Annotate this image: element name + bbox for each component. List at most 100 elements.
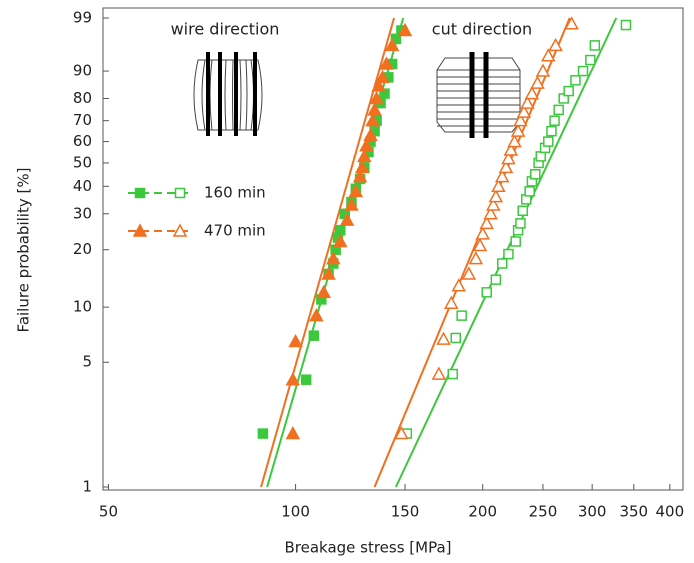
- point: [359, 138, 374, 152]
- point: [344, 197, 359, 211]
- y-tick-label: 90: [73, 62, 92, 80]
- point: [384, 37, 400, 52]
- point: [397, 22, 413, 37]
- y-tick-label: 1: [82, 478, 92, 496]
- point: [447, 368, 459, 380]
- legend-label: 160 min: [204, 184, 266, 202]
- point: [475, 226, 490, 240]
- point: [369, 90, 384, 105]
- point: [498, 159, 514, 174]
- point: [371, 78, 386, 92]
- y-tick-label: 5: [82, 353, 92, 371]
- point: [546, 125, 557, 137]
- point: [316, 284, 332, 299]
- y-axis-label: Failure probability [%]: [15, 168, 33, 333]
- point: [468, 251, 484, 265]
- y-tick-label: 30: [73, 204, 92, 222]
- point: [285, 372, 301, 386]
- point: [585, 54, 596, 66]
- point: [332, 233, 348, 248]
- x-tick-label: 200: [468, 503, 497, 521]
- point: [357, 148, 372, 163]
- y-tick-label: 70: [73, 111, 92, 129]
- point: [503, 248, 514, 260]
- point: [496, 258, 508, 269]
- point: [589, 40, 601, 51]
- point: [564, 16, 579, 30]
- y-tick-label: 60: [73, 132, 92, 150]
- point: [363, 127, 378, 142]
- point: [451, 278, 466, 292]
- point: [541, 48, 556, 62]
- point: [570, 75, 581, 86]
- point: [481, 287, 492, 298]
- point: [483, 206, 498, 220]
- point: [309, 308, 324, 322]
- point: [524, 86, 540, 100]
- point: [577, 65, 589, 77]
- x-tick-label: 250: [529, 503, 558, 521]
- point: [456, 310, 467, 321]
- point: [450, 332, 462, 344]
- fit-line: [260, 17, 395, 488]
- point: [517, 205, 529, 217]
- point: [394, 425, 409, 440]
- point: [543, 136, 554, 147]
- point: [479, 215, 494, 230]
- point: [535, 63, 551, 77]
- point: [431, 366, 447, 380]
- y-tick-label: 50: [73, 153, 92, 171]
- y-tick-label: 20: [73, 240, 92, 258]
- x-tick-label: 350: [619, 503, 648, 521]
- point: [300, 374, 312, 385]
- point: [507, 134, 522, 148]
- point: [516, 104, 532, 118]
- legend-marker: [172, 223, 188, 237]
- point: [285, 425, 301, 440]
- point: [553, 104, 564, 116]
- legend-label: 470 min: [204, 222, 266, 240]
- legend-marker: [174, 187, 186, 199]
- point: [375, 69, 390, 84]
- point: [503, 142, 519, 156]
- x-axis-label: Breakage stress [MPa]: [284, 539, 451, 557]
- point: [491, 178, 506, 193]
- point: [501, 151, 516, 165]
- point: [548, 37, 563, 52]
- point: [488, 189, 504, 203]
- point: [288, 333, 303, 348]
- point: [339, 212, 355, 226]
- point: [436, 331, 451, 345]
- annotation: cut direction: [432, 20, 532, 39]
- y-tick-label: 80: [73, 89, 92, 107]
- point: [494, 169, 510, 183]
- point: [535, 151, 547, 162]
- cut-icon: [436, 52, 521, 138]
- point: [472, 237, 488, 252]
- point: [515, 218, 526, 229]
- point: [510, 123, 526, 137]
- point: [367, 102, 382, 116]
- point: [620, 19, 632, 31]
- x-tick-label: 150: [391, 503, 420, 521]
- point: [490, 274, 502, 285]
- point: [326, 251, 341, 265]
- point: [354, 159, 370, 174]
- point: [321, 266, 336, 280]
- point: [530, 169, 541, 180]
- point: [520, 95, 535, 109]
- point: [530, 75, 545, 89]
- x-tick-label: 100: [281, 503, 310, 521]
- point: [257, 428, 269, 439]
- legend-marker: [134, 187, 146, 199]
- point: [308, 330, 320, 341]
- point: [443, 295, 459, 309]
- y-tick-label: 10: [73, 298, 92, 316]
- y-tick-label: 40: [73, 177, 92, 195]
- point: [563, 85, 574, 97]
- point: [524, 186, 535, 197]
- x-tick-label: 400: [656, 503, 685, 521]
- x-tick-label: 50: [99, 503, 118, 521]
- legend-marker: [132, 223, 148, 237]
